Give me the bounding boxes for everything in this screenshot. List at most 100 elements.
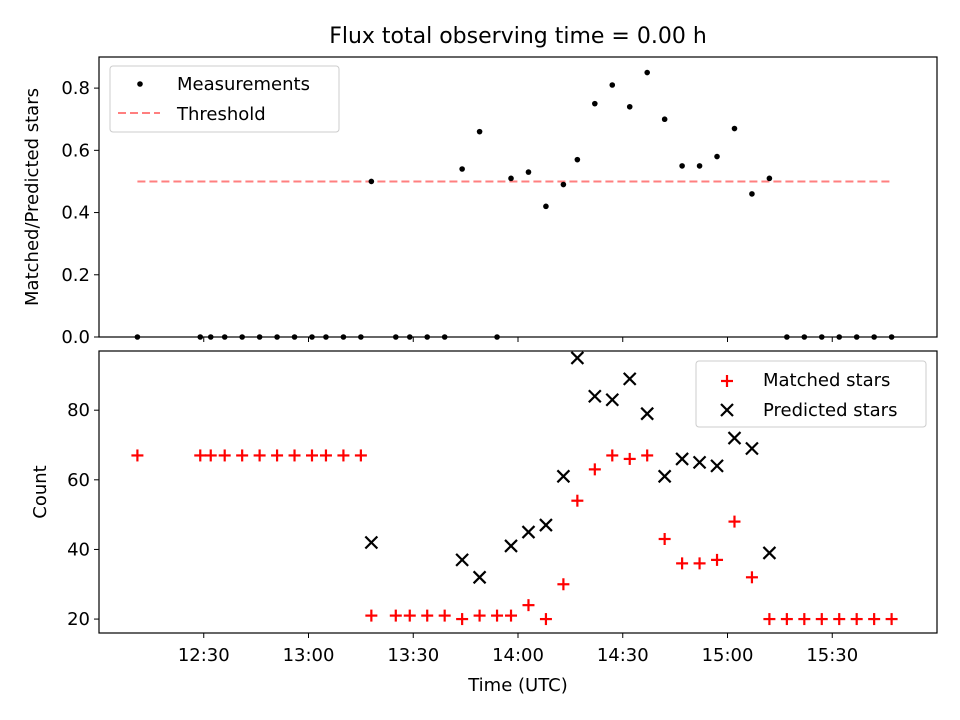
matched-star-point <box>833 613 846 626</box>
predicted-star-point <box>710 459 724 473</box>
bottom-x-tick-label: 15:30 <box>806 645 858 666</box>
measurement-point <box>696 163 703 169</box>
predicted-star-point <box>539 518 553 532</box>
matched-star-point <box>780 613 793 626</box>
bottom-y-ticks: 20 40 60 80 <box>67 400 99 630</box>
matched-star-point <box>557 578 570 591</box>
predicted-star-point <box>504 539 518 553</box>
matched-star-point <box>337 449 350 462</box>
predicted-star-point <box>745 441 759 456</box>
top-y-tick-label: 0.8 <box>61 78 90 99</box>
measurement-point <box>714 153 720 160</box>
matched-star-point <box>588 463 601 476</box>
bottom-x-tick-label: 13:00 <box>283 645 335 666</box>
top-y-tick-label: 0.2 <box>61 265 90 286</box>
matched-star-point <box>389 609 402 622</box>
matched-star-point <box>658 533 671 545</box>
measurement-point <box>508 175 514 182</box>
matched-star-point <box>885 613 898 626</box>
chart-title: Flux total observing time = 0.00 h <box>329 24 707 49</box>
predicted-star-point <box>640 406 654 421</box>
bottom-y-tick-label: 20 <box>67 609 90 630</box>
top-y-axis-label: Matched/Predicted stars <box>22 88 43 306</box>
measurement-point <box>560 181 567 188</box>
matched-star-point <box>354 449 367 462</box>
bottom-x-tick-label: 13:30 <box>387 645 439 666</box>
bottom-x-tick-label: 14:00 <box>492 645 544 666</box>
matched-star-point <box>473 609 486 622</box>
predicted-star-point <box>762 546 777 560</box>
matched-star-point <box>571 494 584 507</box>
predicted-star-point <box>692 455 707 470</box>
matched-star-point <box>745 571 758 584</box>
matched-star-point <box>815 613 828 626</box>
bottom-x-axis-label: Time (UTC) <box>467 675 568 696</box>
bottom-legend-box <box>695 360 927 428</box>
predicted-star-point <box>605 392 620 407</box>
matched-star-point <box>403 609 416 622</box>
matched-star-point <box>798 613 811 626</box>
matched-star-point <box>305 449 318 462</box>
predicted-star-point <box>588 389 602 404</box>
top-panel: 0.00.20.40.60.8 Matched/Predicted stars … <box>22 56 938 348</box>
measurement-point <box>525 169 532 175</box>
bottom-x-tick-label: 14:30 <box>597 645 649 666</box>
matched-star-point <box>288 449 301 462</box>
matched-star-point <box>365 609 378 622</box>
bottom-plot-area <box>131 351 898 626</box>
top-y-tick-label: 0.0 <box>61 327 90 348</box>
matched-star-point <box>676 557 689 570</box>
predicted-star-point <box>727 431 742 445</box>
bottom-x-tick-label: 15:00 <box>702 645 754 666</box>
matched-star-point <box>850 613 863 626</box>
bottom-y-tick-label: 80 <box>67 400 90 421</box>
predicted-star-point <box>657 469 672 484</box>
top-x-ticks <box>203 337 833 342</box>
measurement-point <box>543 203 549 210</box>
matched-star-point <box>253 449 266 462</box>
matched-star-point <box>218 449 231 462</box>
legend-matched-label: Matched stars <box>763 370 890 391</box>
measurement-point <box>592 100 598 107</box>
matched-star-point <box>491 609 504 622</box>
predicted-star-point <box>455 553 469 567</box>
matched-star-point <box>194 449 207 462</box>
bottom-y-tick-label: 60 <box>67 470 90 491</box>
predicted-star-point <box>570 351 585 365</box>
bottom-y-axis-label: Count <box>30 465 51 518</box>
measurement-point <box>609 82 616 88</box>
matched-star-point <box>131 449 144 462</box>
matched-star-point <box>271 449 284 462</box>
legend-matched-marker <box>721 375 733 387</box>
legend-threshold-label: Threshold <box>176 104 266 125</box>
predicted-star-point <box>521 525 536 539</box>
matched-star-point <box>641 449 654 462</box>
top-legend-box <box>109 65 340 133</box>
measurement-point <box>749 191 755 197</box>
measurement-point <box>368 178 375 185</box>
measurement-point <box>731 125 738 132</box>
top-y-tick-label: 0.4 <box>61 203 90 224</box>
measurement-point <box>766 175 773 182</box>
bottom-x-ticks: 12:30 13:00 13:30 14:00 14:30 15:00 15:30 <box>178 633 858 666</box>
matched-star-point <box>623 452 636 465</box>
measurement-point <box>661 116 668 123</box>
measurement-point <box>574 156 581 163</box>
measurement-point <box>459 166 465 172</box>
matched-star-point <box>868 613 881 626</box>
legend-predicted-label: Predicted stars <box>763 400 897 421</box>
matched-star-point <box>711 553 724 566</box>
measurement-point <box>679 163 685 169</box>
predicted-star-point <box>364 535 379 550</box>
matched-star-point <box>319 449 332 462</box>
matched-star-point <box>728 515 741 528</box>
predicted-star-point <box>556 469 571 484</box>
measurement-point <box>626 103 633 110</box>
matched-star-point <box>505 609 518 622</box>
matched-star-point <box>421 609 434 622</box>
matched-star-point <box>456 613 469 626</box>
top-y-tick-label: 0.6 <box>61 140 90 161</box>
